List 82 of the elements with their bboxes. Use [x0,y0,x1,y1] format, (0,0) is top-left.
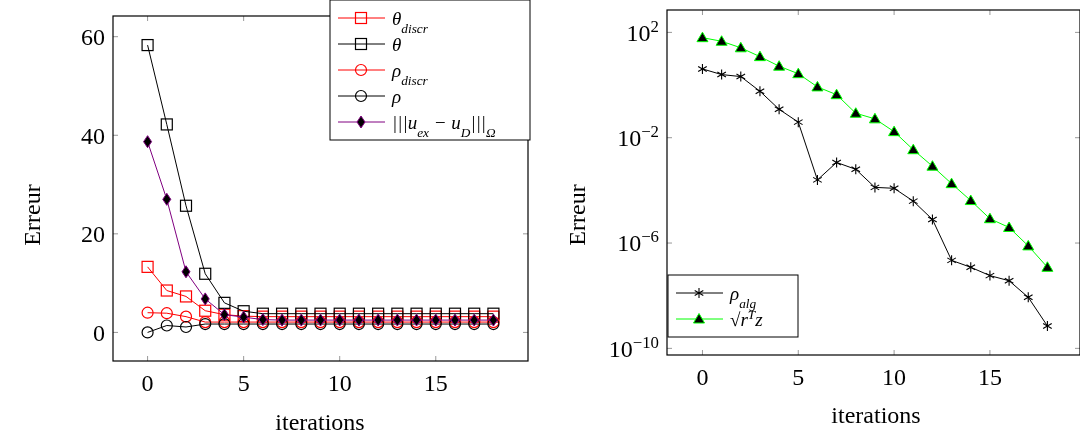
point [143,135,153,149]
point [200,292,210,306]
point [1003,221,1016,232]
point [1041,261,1054,272]
x-tick-label: 0 [696,364,709,390]
x-tick-label: 10 [327,370,352,396]
x-tick-label: 10 [882,364,907,390]
point [946,254,957,266]
point [160,307,173,320]
y-tick-label: 0 [93,319,105,346]
point [850,163,861,175]
point [773,60,786,71]
x-tick-label: 5 [792,364,805,390]
point [141,306,154,319]
point [927,213,938,225]
y-tick-label: 40 [81,122,105,149]
point [1022,239,1035,251]
point [1042,320,1053,332]
point [870,181,880,193]
point [811,80,824,92]
y-tick-label: 60 [81,24,105,51]
y-axis-title: Erreur [564,184,590,246]
x-tick-label: 15 [423,370,448,396]
legend-label: ρ$_{discr}$ [391,59,429,88]
point [868,112,881,124]
point [141,38,154,52]
y-tick-label: 20 [81,221,105,248]
point [141,326,154,339]
point [889,182,899,194]
point [965,261,976,273]
x-axis-title: iterations [831,402,921,428]
point [755,85,765,97]
point [697,63,708,75]
point [160,118,173,131]
point [141,260,154,273]
point [734,41,747,53]
legend-label: |||u$_{ex}$ − u$_{D}$|||$_{Ω}$ [392,111,497,140]
point [888,125,901,137]
point [985,270,995,282]
point [696,31,709,43]
point [792,67,805,79]
point [179,290,193,303]
point [179,310,193,323]
point [964,194,977,206]
point [160,284,173,297]
point [830,88,843,100]
point [849,107,862,118]
legend-label: θ$_{discr}$ [392,7,429,36]
x-tick-label: 0 [141,370,154,396]
y-tick-label: 10$^{2}$ [626,16,659,46]
point [199,304,212,317]
point [907,143,920,155]
point [945,177,958,189]
legend-label: θ [392,33,402,55]
point [716,69,727,81]
point [179,320,193,334]
point [735,71,746,83]
x-tick-label: 5 [237,370,250,396]
point [179,199,193,212]
point [715,35,728,46]
point [1004,275,1014,287]
legend-label: ρ [391,85,402,107]
point [983,212,996,224]
point [774,103,784,115]
point [160,319,173,332]
point [218,296,231,309]
y-tick-label: 10$^{−10}$ [608,332,659,362]
point [753,50,766,62]
y-tick-label: 10$^{−2}$ [617,121,659,152]
point [926,160,939,171]
x-tick-label: 15 [977,364,1002,390]
y-axis-title: Erreur [19,184,45,246]
point [199,267,212,280]
point [793,116,804,128]
point [831,156,842,168]
point [1023,291,1034,303]
point [812,174,823,186]
point [162,192,172,206]
y-tick-label: 10$^{−6}$ [617,226,659,257]
x-axis-title: iterations [275,409,365,435]
point [908,195,919,207]
point [181,265,191,279]
